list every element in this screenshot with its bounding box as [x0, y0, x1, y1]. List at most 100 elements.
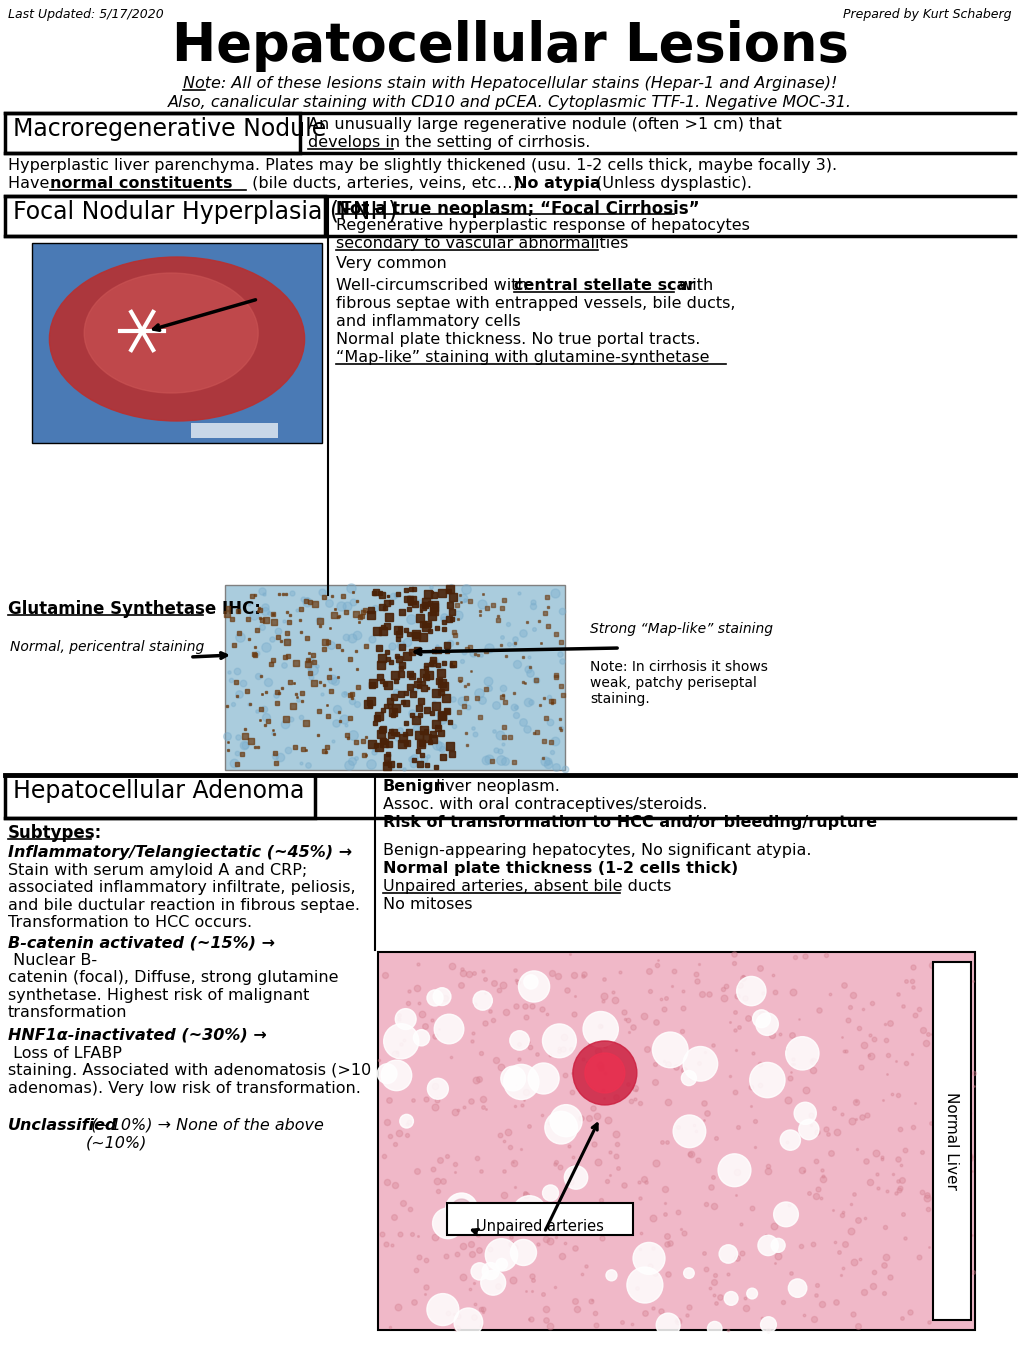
Circle shape — [524, 975, 538, 989]
Text: Stain with serum amyloid A and CRP;
associated inflammatory infiltrate, peliosis: Stain with serum amyloid A and CRP; asso… — [8, 864, 360, 930]
Text: Well-circumscribed with: Well-circumscribed with — [335, 277, 532, 292]
Text: Hepatocellular Adenoma: Hepatocellular Adenoma — [13, 779, 304, 802]
Circle shape — [482, 1262, 498, 1280]
Circle shape — [471, 1263, 488, 1280]
Circle shape — [413, 1030, 429, 1046]
Text: Prepared by Kurt Schaberg: Prepared by Kurt Schaberg — [843, 8, 1011, 20]
Circle shape — [433, 987, 450, 1005]
Circle shape — [788, 1278, 806, 1297]
Circle shape — [757, 1235, 777, 1255]
Circle shape — [752, 1010, 769, 1028]
Circle shape — [681, 1070, 696, 1085]
Circle shape — [584, 1053, 625, 1093]
Circle shape — [503, 1065, 538, 1099]
Text: Focal Nodular Hyperplasia (FNH): Focal Nodular Hyperplasia (FNH) — [13, 200, 397, 224]
Circle shape — [652, 1032, 688, 1068]
Text: Subtypes:: Subtypes: — [8, 824, 102, 842]
Text: liver neoplasm.: liver neoplasm. — [431, 779, 559, 794]
Text: Unpaired arteries, absent bile ducts: Unpaired arteries, absent bile ducts — [382, 879, 671, 894]
Text: normal constituents: normal constituents — [50, 175, 232, 190]
Circle shape — [542, 1185, 558, 1201]
Text: (bile ducts, arteries, veins, etc…).: (bile ducts, arteries, veins, etc…). — [247, 175, 529, 190]
Text: (Unless dysplastic).: (Unless dysplastic). — [590, 175, 751, 190]
Circle shape — [480, 1270, 505, 1295]
Circle shape — [473, 991, 492, 1010]
Circle shape — [381, 1061, 412, 1091]
Circle shape — [573, 1040, 636, 1104]
Circle shape — [500, 1066, 525, 1091]
Circle shape — [723, 1292, 738, 1306]
Circle shape — [510, 1031, 529, 1050]
Circle shape — [395, 1009, 416, 1030]
Bar — [192, 423, 278, 438]
Circle shape — [718, 1244, 737, 1263]
Circle shape — [798, 1119, 818, 1140]
Text: central stellate scar: central stellate scar — [514, 277, 695, 292]
Text: fibrous septae with entrapped vessels, bile ducts,: fibrous septae with entrapped vessels, b… — [335, 296, 735, 311]
Circle shape — [427, 1078, 448, 1099]
Text: “Map-like” staining with glutamine-synthetase: “Map-like” staining with glutamine-synth… — [335, 350, 709, 364]
Text: HNF1α-inactivated (~30%) →: HNF1α-inactivated (~30%) → — [8, 1028, 267, 1043]
Circle shape — [749, 1062, 785, 1098]
Circle shape — [770, 1239, 785, 1253]
Text: Normal plate thickness. No true portal tracts.: Normal plate thickness. No true portal t… — [335, 332, 700, 347]
Circle shape — [683, 1046, 717, 1081]
Text: secondary to vascular abnormalities: secondary to vascular abnormalities — [335, 237, 628, 252]
Text: Unclassified: Unclassified — [8, 1118, 117, 1133]
Circle shape — [427, 1293, 459, 1326]
Text: Strong “Map-like” staining: Strong “Map-like” staining — [589, 622, 772, 636]
Text: Also, canalicular staining with CD10 and pCEA. Cytoplasmic TTF-1. Negative MOC-3: Also, canalicular staining with CD10 and… — [168, 95, 851, 110]
Circle shape — [785, 1036, 818, 1070]
Circle shape — [794, 1102, 815, 1125]
Circle shape — [453, 1308, 482, 1337]
Text: Assoc. with oral contraceptives/steroids.: Assoc. with oral contraceptives/steroids… — [382, 797, 707, 812]
Text: Benign-appearing hepatocytes, No significant atypia.: Benign-appearing hepatocytes, No signifi… — [382, 843, 811, 858]
Circle shape — [746, 1288, 757, 1299]
Text: Risk of transformation to HCC and/or bleeding/rupture: Risk of transformation to HCC and/or ble… — [382, 815, 876, 830]
Circle shape — [772, 1202, 798, 1227]
Circle shape — [736, 976, 765, 1005]
Circle shape — [528, 1064, 558, 1093]
Text: develops in the setting of cirrhosis.: develops in the setting of cirrhosis. — [308, 135, 590, 150]
Circle shape — [755, 1013, 777, 1035]
Circle shape — [683, 1268, 694, 1278]
Text: Normal, pericentral staining: Normal, pericentral staining — [10, 641, 204, 654]
Text: Have: Have — [8, 175, 54, 190]
Circle shape — [377, 1064, 396, 1084]
Circle shape — [432, 1208, 463, 1239]
Text: Regenerative hyperplastic response of hepatocytes: Regenerative hyperplastic response of he… — [335, 218, 749, 233]
Text: Nuclear B-
catenin (focal), Diffuse, strong glutamine
synthetase. Highest risk o: Nuclear B- catenin (focal), Diffuse, str… — [8, 953, 338, 1020]
Bar — [225, 585, 565, 770]
Text: (~10%) → None of the above
(~10%): (~10%) → None of the above (~10%) — [86, 1118, 324, 1151]
Circle shape — [383, 1024, 419, 1059]
Circle shape — [673, 1115, 705, 1148]
Circle shape — [451, 1200, 471, 1219]
Circle shape — [583, 1012, 618, 1047]
Circle shape — [427, 990, 442, 1006]
Text: An unusually large regenerative nodule (often >1 cm) that: An unusually large regenerative nodule (… — [308, 117, 781, 132]
Text: Benign: Benign — [382, 779, 445, 794]
Text: Inflammatory/Telangiectatic (~45%) →: Inflammatory/Telangiectatic (~45%) → — [8, 845, 352, 860]
Bar — [378, 952, 974, 1330]
Text: Note: In cirrhosis it shows
weak, patchy periseptal
staining.: Note: In cirrhosis it shows weak, patchy… — [589, 660, 767, 706]
Circle shape — [485, 1239, 518, 1272]
Text: Note: All of these lesions stain with Hepatocellular stains (Hepar-1 and Arginas: Note: All of these lesions stain with He… — [182, 76, 837, 91]
Text: No mitoses: No mitoses — [382, 898, 472, 913]
Circle shape — [633, 1243, 664, 1274]
Circle shape — [399, 1114, 413, 1127]
Text: Hepatocellular Lesions: Hepatocellular Lesions — [171, 20, 848, 72]
Text: Loss of LFABP
staining. Associated with adenomatosis (>10
adenomas). Very low ri: Loss of LFABP staining. Associated with … — [8, 1046, 371, 1096]
Circle shape — [510, 1239, 536, 1266]
Text: B-catenin activated (~15%) →: B-catenin activated (~15%) → — [8, 936, 275, 951]
Bar — [5, 775, 315, 817]
Circle shape — [780, 1130, 800, 1151]
Bar — [5, 113, 300, 154]
Ellipse shape — [49, 257, 305, 422]
Bar — [32, 243, 322, 443]
Text: Very common: Very common — [335, 256, 446, 271]
FancyBboxPatch shape — [446, 1202, 633, 1235]
Text: Glutamine Synthetase IHC:: Glutamine Synthetase IHC: — [8, 600, 261, 617]
Text: with: with — [674, 277, 712, 292]
Circle shape — [544, 1111, 577, 1144]
Circle shape — [707, 1322, 721, 1336]
